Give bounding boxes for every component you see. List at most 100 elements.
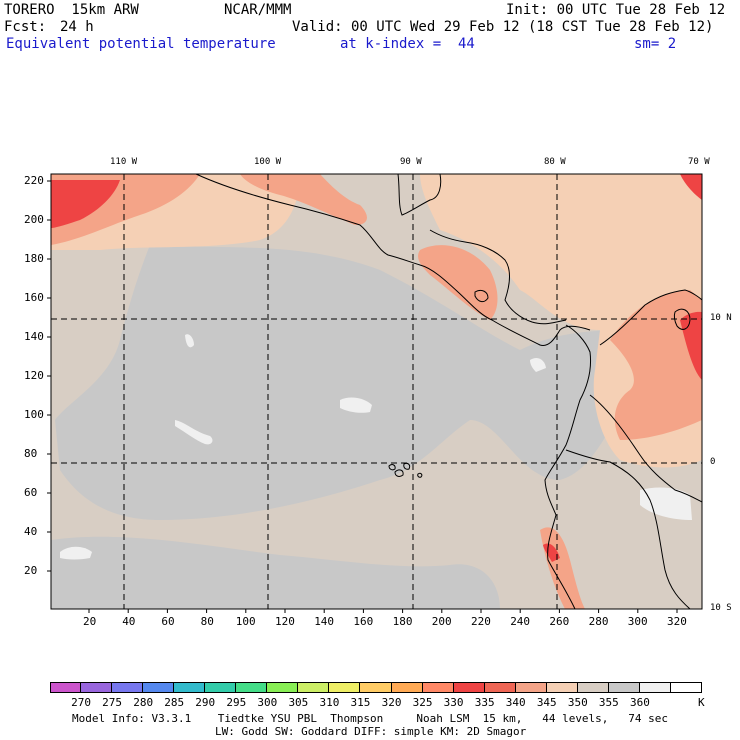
colorbar-cell: [329, 682, 361, 693]
coastlines: [195, 173, 703, 610]
colorbar-cell: [174, 682, 206, 693]
galapagos-islands: [388, 462, 423, 478]
y-tick-label: 180: [24, 252, 44, 265]
colorbar-cell: [639, 682, 671, 693]
colorbar-label: 340: [505, 696, 526, 709]
field-zone-red-peru: [543, 543, 560, 562]
field-name: Equivalent potential temperature: [6, 36, 276, 52]
coastline-mexico-central-america: [195, 173, 591, 346]
x-tick-label: 260: [549, 615, 570, 628]
field-zone-white-3: [60, 546, 92, 560]
x-tick-label: 240: [510, 615, 531, 628]
valid-time: Valid: 00 UTC Wed 29 Feb 12 (18 CST Tue …: [292, 19, 714, 35]
colorbar-label: 320: [381, 696, 402, 709]
graticule: [51, 174, 702, 609]
y-tick-label: 80: [24, 447, 38, 460]
field-zone-red-ne: [680, 174, 702, 200]
plot-frame: [50, 173, 703, 610]
field-zone-grey-central: [55, 245, 650, 520]
y-tick-label: 120: [24, 369, 44, 382]
colorbar-cell: [205, 682, 237, 693]
colorbar-label: 300: [257, 696, 278, 709]
organization: NCAR/MMM: [224, 2, 292, 18]
colorbar-cell: [236, 682, 268, 693]
x-tick-label: 40: [122, 615, 136, 628]
model-name: TORERO 15km ARW: [4, 2, 139, 18]
field-zone-red-nw: [51, 180, 120, 228]
colorbar-label: 305: [288, 696, 309, 709]
colorbar-cell: [453, 682, 485, 693]
colorbar-cell: [267, 682, 299, 693]
colorbar-label: 360: [629, 696, 650, 709]
field-zone-white-5: [530, 357, 546, 372]
colorbar-label: 335: [474, 696, 495, 709]
colorbar-cell: [143, 682, 175, 693]
y-tick-label: 220: [24, 174, 44, 187]
colorbar-cell: [112, 682, 144, 693]
colorbar-cell: [515, 682, 547, 693]
x-tick-label: 80: [200, 615, 214, 628]
colorbar-cell: [546, 682, 578, 693]
field-zone-salmon-nw2: [240, 174, 367, 225]
y-tick-label: 40: [24, 525, 38, 538]
colorbar-label: 330: [443, 696, 464, 709]
footer-model-info: Model Info: V3.3.1 Tiedtke YSU PBL Thomp…: [72, 712, 669, 725]
x-tick-label: 300: [627, 615, 648, 628]
field-zone-white-1: [340, 397, 372, 413]
lon-label-70w: 70 W: [688, 157, 710, 167]
y-tick-label: 20: [24, 564, 38, 577]
y-tick-label: 200: [24, 213, 44, 226]
x-tick-label: 20: [83, 615, 97, 628]
x-tick-label: 180: [392, 615, 413, 628]
y-tick-label: 140: [24, 330, 44, 343]
colorbar-cell: [50, 682, 82, 693]
colorbar-cell: [422, 682, 454, 693]
level-index: at k-index = 44: [340, 36, 475, 52]
x-tick-label: 320: [667, 615, 687, 628]
field-zone-salmon-ca: [418, 245, 498, 320]
lat-label-0: 0: [710, 457, 716, 467]
colorbar-cell: [360, 682, 392, 693]
y-tick-label: 100: [24, 408, 44, 421]
colorbar-label: 280: [133, 696, 154, 709]
colorbar-cell: [608, 682, 640, 693]
colorbar-cell: [670, 682, 702, 693]
colorbar-cell: [484, 682, 516, 693]
x-tick-label: 200: [431, 615, 452, 628]
lake-nicaragua: [474, 289, 489, 303]
x-tick-label: 140: [314, 615, 335, 628]
colorbar-label: 270: [71, 696, 91, 709]
field-zone-white-4: [640, 487, 692, 520]
coastline-yucatan-caribbean: [397, 173, 567, 325]
border-south-america-2: [565, 449, 691, 610]
colorbar-label: 350: [567, 696, 588, 709]
colorbar-label: 310: [319, 696, 340, 709]
y-tick-label: 60: [24, 486, 38, 499]
lat-label-10n: 10 N: [710, 313, 732, 323]
field-zone-grey-south: [51, 536, 500, 609]
colorbar-cell: [81, 682, 113, 693]
field-zone-white-6: [185, 334, 194, 348]
field-zone-white-2: [175, 420, 213, 445]
x-tick-label: 60: [161, 615, 175, 628]
colorbar-cell: [577, 682, 609, 693]
colorbar-label: 315: [350, 696, 371, 709]
colorbar-unit: K: [698, 696, 705, 709]
coastline-south-america: [544, 324, 591, 610]
footer-physics: LW: Godd SW: Goddard DIFF: simple KM: 2D…: [215, 725, 527, 738]
lon-label-90w: 90 W: [400, 157, 422, 167]
init-time: Init: 00 UTC Tue 28 Feb 12: [506, 2, 726, 18]
x-tick-label: 160: [353, 615, 374, 628]
x-tick-label: 120: [275, 615, 295, 628]
colorbar-cell: [391, 682, 423, 693]
lon-label-80w: 80 W: [544, 157, 566, 167]
colorbar-label: 325: [412, 696, 433, 709]
colorbar-label: 295: [226, 696, 247, 709]
lat-label-10s: 10 S: [710, 603, 732, 613]
border-south-america-1: [589, 394, 703, 503]
lake-maracaibo: [673, 308, 691, 330]
field-zone-peach-ne: [420, 174, 702, 330]
colorbar-cell: [298, 682, 330, 693]
x-tick-label: 100: [235, 615, 256, 628]
lon-label-100w: 100 W: [254, 157, 282, 167]
